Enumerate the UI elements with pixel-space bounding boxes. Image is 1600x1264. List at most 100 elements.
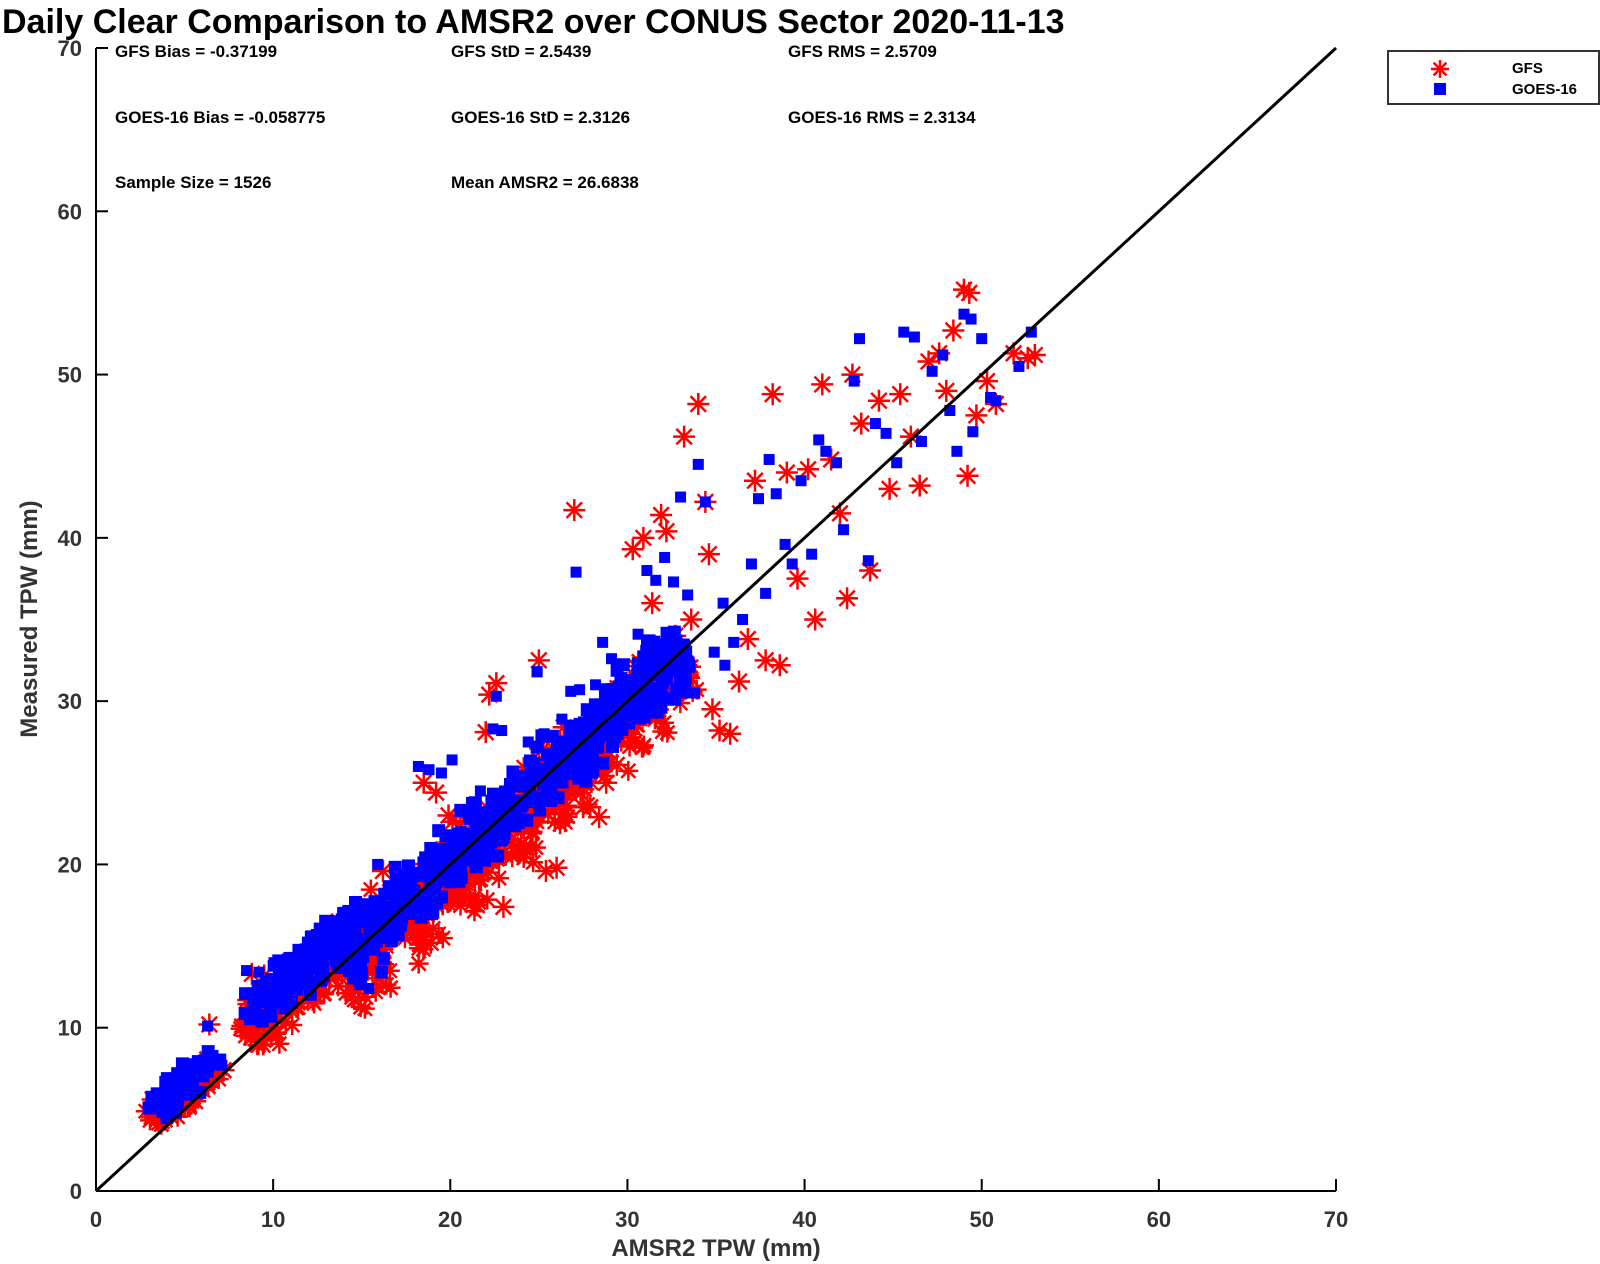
gfs-point [412,771,435,794]
gfs-point [633,735,654,756]
y-tick-label: 20 [58,852,82,877]
goes16-point [760,587,772,599]
goes16-point [602,708,614,720]
goes16-point [813,434,825,446]
gfs-point [942,319,965,342]
goes16-point [915,436,927,448]
goes16-point [642,634,656,648]
goes16-point [613,697,625,709]
gfs-point [728,670,751,693]
goes16-point [490,690,502,702]
goes16-point [565,767,579,781]
goes16-point [531,666,543,678]
goes16-point [669,634,683,648]
gfs-point [775,461,798,484]
goes16-point [674,675,688,689]
sample-size-annotation: Sample Size = 1526 [115,173,271,192]
statistics-annotations: GFS Bias = -0.37199 GFS StD = 2.5439 GFS… [115,42,976,192]
gfs-point [618,760,639,781]
goes16-point [1025,326,1037,338]
goes16-point [708,646,720,658]
x-tick-label: 10 [261,1207,285,1232]
legend-gfs-marker [1431,60,1449,78]
goes16-point [838,524,850,536]
goes16-point [632,628,644,640]
goes16-point [466,796,478,808]
goes16-point [556,713,568,725]
legend-goes16-label: GOES-16 [1512,81,1577,98]
goes16-point [253,966,265,978]
goes16-point [164,1084,176,1096]
gfs-point [632,526,655,549]
goes16-point [659,671,673,685]
gfs-point [650,503,673,526]
goes16-point [414,910,428,924]
one-to-one-reference-line [94,46,1338,1193]
gfs-point [804,608,827,631]
gfs-point [501,845,524,868]
gfs-point [867,389,890,412]
goes16-point [951,445,963,457]
goes16-point [426,905,440,919]
gfs-point [488,868,509,889]
gfs-point [697,543,720,566]
gfs-point [513,847,534,868]
goes16-point [503,800,515,812]
goes16-point [454,870,468,884]
gfs-point [410,918,433,941]
x-tick-label: 40 [792,1207,816,1232]
goes16-point [334,937,346,949]
y-tick-label: 0 [70,1179,82,1204]
goes16-point [423,764,435,776]
goes16-point [173,1074,185,1086]
goes16-point [574,684,586,696]
goes16-point [384,934,398,948]
goes16-point [596,756,610,770]
goes16-point [717,597,729,609]
goes16-point [363,983,375,995]
goes16-point [650,705,664,719]
goes16-point [908,331,920,343]
y-tick-label: 10 [58,1016,82,1041]
goes16-point [614,679,626,691]
gfs-point [811,373,834,396]
goes16-point [606,739,620,753]
gfs-point [878,477,901,500]
gfs-point [680,608,703,631]
goes16-point [737,614,749,625]
goes16-point [597,636,609,648]
goes16-point [667,576,679,588]
goes16-point [496,725,508,737]
goes16-point [324,924,336,936]
goes16-point [607,730,621,744]
goes16-point [636,703,648,715]
goes16-point [655,653,667,665]
gfs-point [889,383,912,406]
gfs-std-annotation: GFS StD = 2.5439 [451,42,591,61]
x-tick-label: 30 [615,1207,639,1232]
goes16-point [650,574,662,586]
goes16-point [770,488,782,500]
goes16-point [806,548,818,560]
gfs-point [380,977,401,998]
goes16-rms-annotation: GOES-16 RMS = 2.3134 [788,108,976,127]
goes16-point [347,925,361,939]
goes16-point [437,854,449,866]
goes16-point [278,1001,292,1015]
x-tick-label: 0 [90,1207,102,1232]
goes16-point [634,672,648,686]
gfs-point [701,698,724,721]
goes16-point [898,326,910,338]
goes16-point [424,841,438,855]
gfs-rms-annotation: GFS RMS = 2.5709 [788,42,937,61]
goes16-point [668,692,682,706]
goes16-point [621,716,635,730]
goes16-point [581,756,593,768]
gfs-point [419,931,442,954]
goes16-point [605,653,617,665]
gfs-point [269,1033,290,1054]
goes16-point [869,418,881,430]
axes: 0 10 20 30 40 50 60 70 0 10 20 30 40 50 60 70 [58,36,1349,1232]
goes16-point [728,636,740,648]
goes16-point [388,907,400,919]
